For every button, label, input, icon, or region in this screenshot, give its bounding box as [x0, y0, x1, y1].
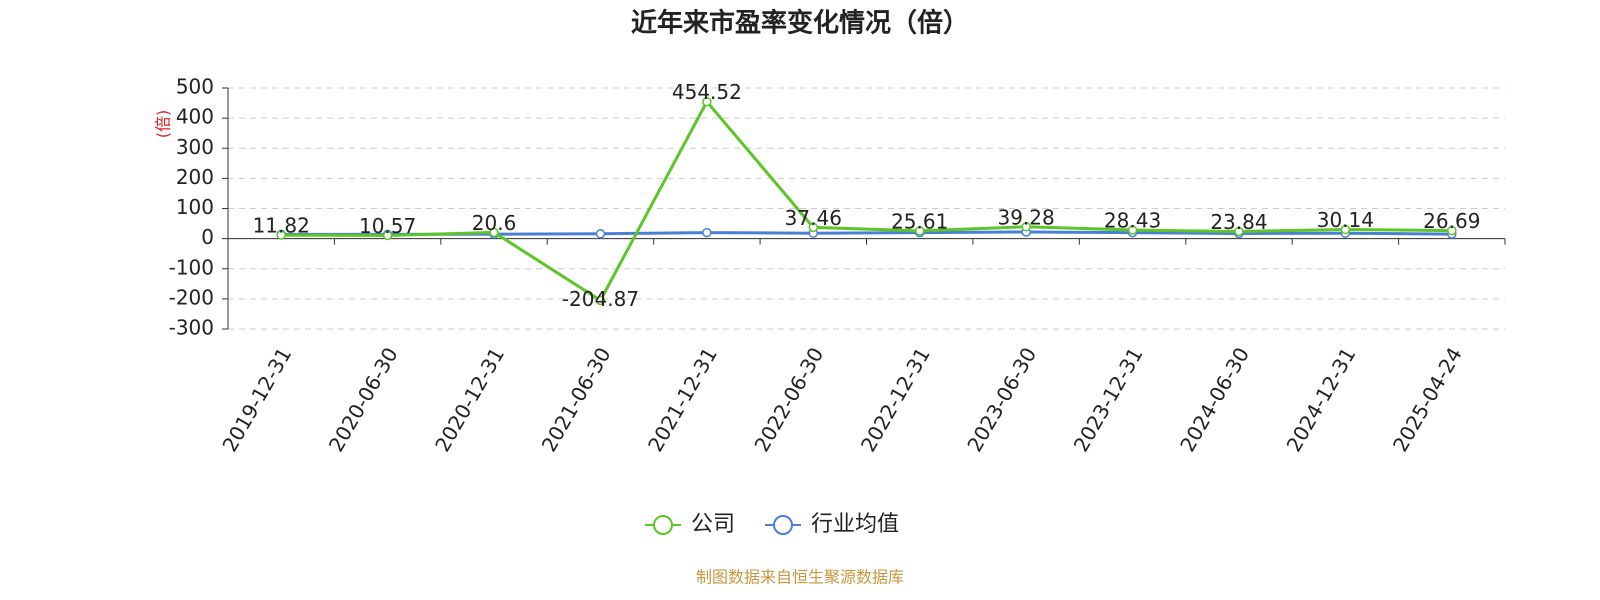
- point: [702, 96, 712, 107]
- point: [1127, 225, 1138, 235]
- point: [914, 226, 925, 236]
- data-label: 37.46: [785, 206, 842, 230]
- x-tick-label: 2023-12-31: [1069, 343, 1148, 456]
- y-tick-label: -300: [169, 316, 214, 340]
- x-tick-label: 2024-12-31: [1282, 343, 1361, 456]
- legend-marker: [653, 515, 673, 535]
- x-tick-label: 2023-06-30: [962, 343, 1041, 456]
- point: [382, 230, 393, 241]
- y-tick-label: 300: [176, 135, 214, 159]
- data-label: 10.57: [359, 214, 416, 238]
- point: [1340, 224, 1351, 235]
- point: [702, 227, 712, 238]
- x-tick-label: 2021-12-31: [643, 343, 722, 456]
- legend-marker: [773, 515, 794, 535]
- data-label: 26.69: [1423, 209, 1480, 233]
- y-tick-label: 400: [176, 105, 214, 129]
- point: [489, 227, 499, 238]
- series-line: [281, 99, 1452, 303]
- x-tick-label: 2024-06-30: [1175, 343, 1254, 456]
- x-tick-label: 2025-04-24: [1388, 343, 1467, 456]
- y-tick-label: -100: [169, 255, 214, 279]
- data-label: 25.61: [891, 209, 948, 233]
- point: [1021, 222, 1031, 232]
- x-tick-label: 2022-06-30: [749, 343, 828, 456]
- data-label: 30.14: [1317, 208, 1374, 232]
- data-label: 23.84: [1210, 210, 1267, 234]
- y-tick-label: 100: [176, 195, 214, 219]
- y-tick-label: 500: [176, 75, 214, 99]
- x-tick-label: 2020-06-30: [324, 343, 403, 456]
- y-tick-label: 200: [176, 165, 214, 189]
- point: [1234, 226, 1244, 237]
- source-note: 制图数据来自恒生聚源数据库: [696, 568, 904, 587]
- x-tick-label: 2021-06-30: [537, 343, 616, 456]
- point: [595, 295, 606, 306]
- data-label: 28.43: [1104, 209, 1161, 233]
- legend-label: 行业均值: [811, 512, 899, 537]
- x-tick-label: 2020-12-31: [430, 343, 509, 456]
- point: [595, 229, 606, 239]
- y-tick-label: -200: [169, 285, 214, 309]
- y-axis-label: (倍): [154, 110, 173, 139]
- chart-title: 近年来市盈率变化情况（倍）: [631, 8, 969, 39]
- point: [808, 222, 819, 233]
- data-label: 39.28: [997, 205, 1054, 229]
- point: [276, 230, 286, 240]
- data-label: -204.87: [562, 287, 639, 311]
- point: [1447, 225, 1457, 236]
- x-tick-label: 2022-12-31: [856, 343, 935, 456]
- y-tick-label: 0: [201, 225, 214, 249]
- legend-label: 公司: [691, 512, 735, 537]
- data-label: 20.6: [472, 211, 517, 235]
- data-label: 11.82: [253, 214, 310, 238]
- data-label: 454.52: [672, 80, 742, 104]
- x-tick-label: 2019-12-31: [217, 343, 296, 456]
